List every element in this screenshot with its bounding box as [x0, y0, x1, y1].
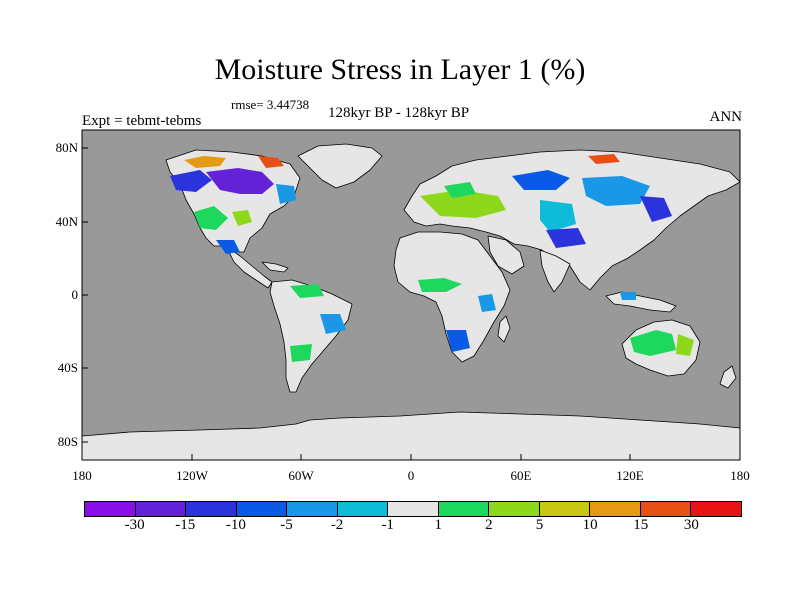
- anomaly-patch-canada-blue: [170, 170, 212, 192]
- anomaly-patch-europe-green: [444, 182, 476, 198]
- colorbar-box: [691, 502, 741, 516]
- colorbar-label: -30: [124, 517, 145, 533]
- lat-label-80n: 80N: [55, 140, 78, 155]
- season-label: ANN: [709, 109, 743, 125]
- colorbar-label: -5: [280, 517, 293, 533]
- lat-label-80s: 80S: [57, 434, 78, 449]
- colorbar-box: [438, 502, 490, 516]
- anomaly-patch-australia-lime: [676, 334, 694, 356]
- anomaly-patch-brazil-blue: [320, 314, 346, 334]
- caribbean-islands: [261, 261, 289, 273]
- lon-label-120e: 120E: [616, 468, 644, 483]
- colorbar-label: 1: [434, 517, 443, 533]
- colorbar-box: [489, 502, 540, 516]
- colorbar-label: 2: [485, 517, 493, 533]
- arabia-landmass: [487, 235, 525, 275]
- subtitle-label: 128kyr BP - 128kyr BP: [328, 105, 470, 121]
- anomaly-patch-arctic-red: [258, 156, 284, 168]
- africa-landmass: [393, 231, 511, 363]
- colorbar-box: [186, 502, 237, 516]
- lat-label-0: 0: [71, 287, 79, 302]
- anomaly-patch-indonesia-blue: [620, 292, 636, 300]
- colorbar-box: [590, 502, 641, 516]
- anomaly-patch-sahel-green: [418, 278, 462, 292]
- colorbar-label: -1: [381, 517, 394, 533]
- lat-label-40n: 40N: [55, 214, 78, 229]
- anomaly-patch-us-green: [194, 206, 228, 230]
- south-america-landmass: [269, 279, 353, 393]
- new-zealand-landmass: [719, 365, 737, 389]
- colorbar-box: [539, 502, 591, 516]
- lat-label-40s: 40S: [57, 360, 78, 375]
- plot-title: Moisture Stress in Layer 1 (%): [214, 53, 586, 86]
- lon-label-180w: 180: [72, 468, 92, 483]
- anomaly-patch-north-canada: [206, 168, 274, 194]
- antarctica-landmass: [82, 411, 740, 460]
- colorbar-box: [236, 502, 288, 516]
- india-landmass: [539, 249, 571, 293]
- anomaly-patch-east-siberia-blue: [640, 196, 672, 222]
- colorbar-label: 5: [535, 517, 544, 533]
- anomaly-patch-us-lime: [232, 210, 252, 226]
- madagascar-landmass: [497, 315, 511, 343]
- lon-label-60e: 60E: [510, 468, 532, 483]
- colorbar-box: [85, 502, 136, 516]
- greenland-landmass: [297, 143, 383, 189]
- colorbar-box: [135, 502, 187, 516]
- anomaly-patch-tibet-blue: [546, 228, 586, 248]
- central-america-landmass: [225, 245, 273, 289]
- anomaly-patch-argentina-green: [290, 344, 312, 362]
- colorbar-box: [388, 502, 439, 516]
- colorbar-label: -10: [225, 517, 246, 533]
- colorbar-box: [640, 502, 692, 516]
- colorbar-box: [287, 502, 338, 516]
- anomaly-patch-amazon-green: [290, 284, 324, 298]
- anomaly-patch-arctic-orange: [184, 156, 226, 168]
- rmse-label: rmse= 3.44738: [231, 97, 310, 112]
- anomaly-patch-europe-lime: [420, 190, 506, 218]
- anomaly-patch-arctic-russia-red: [588, 154, 620, 164]
- colorbar-label: -15: [175, 517, 196, 533]
- anomaly-patch-siberia-lightblue: [582, 176, 650, 206]
- colorbar-label: 15: [633, 517, 649, 533]
- colorbar-label: 10: [582, 517, 598, 533]
- colorbar: [84, 501, 742, 517]
- anomaly-patch-canada-lightblue: [276, 184, 296, 204]
- lon-label-60w: 60W: [288, 468, 314, 483]
- colorbar-label: -2: [330, 517, 344, 533]
- anomaly-patch-southern-africa-blue: [446, 330, 470, 352]
- lon-label-0: 0: [407, 468, 415, 483]
- anomaly-patch-australia-green: [630, 330, 676, 356]
- anomaly-patch-mexico-blue: [216, 240, 240, 254]
- colorbar-label: 30: [683, 517, 699, 533]
- experiment-label: Expt = tebmt-tebms: [82, 113, 202, 129]
- lon-label-180e: 180: [730, 468, 750, 483]
- anomaly-patch-central-asia-cyan: [540, 200, 576, 232]
- anomaly-patch-east-africa-blue: [478, 294, 496, 312]
- lon-label-120w: 120W: [176, 468, 208, 483]
- anomaly-patch-siberia-blue: [512, 170, 570, 190]
- colorbar-box: [337, 502, 389, 516]
